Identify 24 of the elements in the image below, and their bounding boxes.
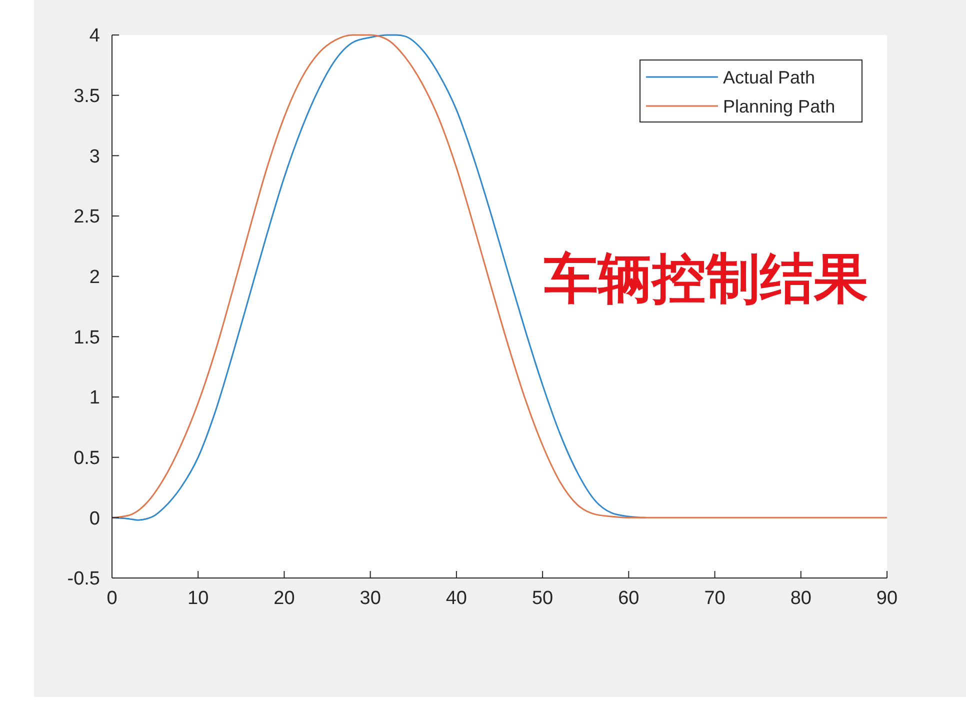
x-tick-label: 40: [446, 588, 468, 609]
y-tick-label: 0.5: [74, 448, 100, 469]
y-tick-label: 3.5: [74, 86, 100, 107]
y-tick-label: 2: [89, 266, 100, 288]
x-tick-label: 60: [618, 588, 640, 609]
y-tick-label: 2.5: [74, 206, 100, 228]
x-tick-label: 90: [876, 588, 898, 609]
y-tick-label: 1.5: [74, 327, 100, 348]
legend-label: Planning Path: [723, 96, 836, 116]
x-tick-label: 80: [790, 588, 812, 609]
x-tick-label: 30: [360, 588, 381, 609]
y-tick-label: 0: [89, 508, 100, 530]
y-tick-label: 3: [89, 146, 100, 168]
x-tick-label: 50: [532, 588, 554, 609]
x-tick-label: 10: [188, 588, 209, 609]
y-tick-label: -0.5: [67, 568, 100, 590]
y-tick-label: 4: [89, 26, 100, 47]
x-tick-label: 70: [704, 588, 726, 609]
x-tick-label: 0: [106, 588, 118, 609]
annotation: 车辆控制结果: [544, 246, 868, 310]
line-series: [111, 34, 888, 518]
x-tick-label: 20: [274, 588, 295, 609]
y-tick-label: 1: [89, 388, 100, 409]
legend-label: Actual Path: [723, 67, 816, 88]
